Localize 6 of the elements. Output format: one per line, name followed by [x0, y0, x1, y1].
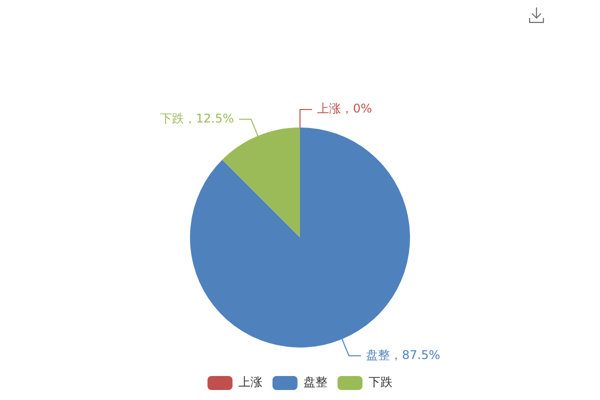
data-label: 盘整，87.5% [366, 348, 440, 362]
legend-label: 上涨 [238, 375, 262, 390]
legend-label: 盘整 [304, 375, 328, 390]
data-label: 下跌，12.5% [160, 111, 234, 126]
legend-label: 下跌 [368, 375, 392, 390]
text: 上涨，0% [317, 102, 372, 116]
